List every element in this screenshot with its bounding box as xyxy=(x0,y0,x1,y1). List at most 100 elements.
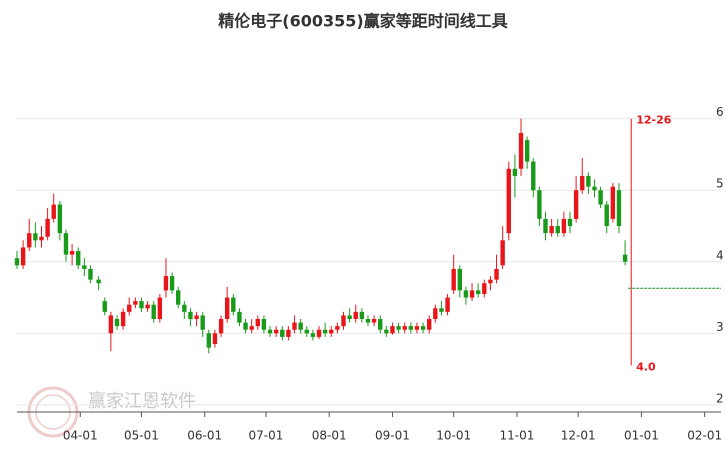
candle-body xyxy=(212,333,218,345)
candle-body xyxy=(133,301,138,305)
candle-body xyxy=(543,218,548,234)
candle-body xyxy=(537,190,542,219)
candle-body xyxy=(224,297,230,319)
candle-body xyxy=(549,226,554,234)
candle-body xyxy=(310,333,316,337)
y-tick-label: 4 xyxy=(716,248,724,262)
candle-body xyxy=(341,315,346,327)
candle-body xyxy=(482,283,487,294)
x-tick-label: 09-01 xyxy=(375,429,410,443)
candle-body xyxy=(439,308,444,312)
candle-body xyxy=(176,290,181,305)
x-tick-label: 10-01 xyxy=(436,429,471,443)
time-line-label: 4.0 xyxy=(636,361,656,374)
x-tick-label: 01-01 xyxy=(624,429,659,443)
candle-body xyxy=(463,290,469,298)
candle-body xyxy=(255,319,260,327)
candle-body xyxy=(157,297,163,319)
candle-body xyxy=(586,175,591,187)
watermark: 赢家江恩软件 xyxy=(88,390,196,412)
candle-body xyxy=(494,268,499,280)
candle-body xyxy=(371,319,377,323)
candle-body xyxy=(14,258,20,266)
candle-body xyxy=(304,329,309,334)
candle-body xyxy=(457,268,463,291)
candle-body xyxy=(200,315,205,330)
candle-body xyxy=(63,233,69,255)
candle-body xyxy=(592,186,597,191)
x-tick-label: 08-01 xyxy=(312,429,347,443)
candle-body xyxy=(555,226,560,234)
x-tick-label: 12-01 xyxy=(561,429,596,443)
y-tick-label: 6 xyxy=(716,105,724,119)
candle-body xyxy=(280,329,285,337)
candle-body xyxy=(500,240,505,266)
candle-body xyxy=(518,133,524,169)
candle-body xyxy=(451,268,456,291)
candle-body xyxy=(292,322,297,330)
candle-body xyxy=(610,186,616,219)
candle-body xyxy=(390,326,395,334)
candle-body xyxy=(20,247,26,266)
candle-body xyxy=(151,304,156,319)
candle-body xyxy=(69,251,75,255)
candle-body xyxy=(96,279,101,284)
candle-body xyxy=(322,329,328,334)
candle-body xyxy=(163,276,169,291)
candle-body xyxy=(384,329,389,334)
candle-body xyxy=(206,333,212,348)
candle-body xyxy=(402,326,407,330)
candle-body xyxy=(469,290,475,298)
candle-body xyxy=(622,254,628,262)
candle-body xyxy=(335,326,340,330)
x-tick-label: 07-01 xyxy=(249,429,284,443)
candle-body xyxy=(33,233,38,241)
candle-body xyxy=(102,301,107,312)
candle-body xyxy=(365,319,371,323)
x-tick-label: 02-01 xyxy=(687,429,722,443)
candle-body xyxy=(396,326,401,330)
candle-body xyxy=(433,308,438,319)
candle-body xyxy=(475,290,481,294)
candle-body xyxy=(57,204,63,234)
candle-body xyxy=(353,311,358,319)
y-tick-label: 2 xyxy=(716,391,724,405)
candle-body xyxy=(573,190,579,219)
candle-body xyxy=(218,319,224,334)
candle-body xyxy=(194,315,199,319)
candle-body xyxy=(249,326,254,330)
candle-body xyxy=(567,218,573,226)
candle-body xyxy=(524,140,530,162)
candle-body xyxy=(120,311,126,327)
candle-body xyxy=(243,322,248,330)
candle-body xyxy=(598,190,603,205)
candle-body xyxy=(286,329,291,337)
candle-body xyxy=(616,190,622,226)
candle-body xyxy=(182,304,187,312)
candle-body xyxy=(512,168,518,176)
candle-body xyxy=(347,315,352,319)
candle-body xyxy=(604,204,609,226)
candle-body xyxy=(114,319,120,327)
candle-body xyxy=(420,326,426,330)
candle-body xyxy=(506,168,511,234)
y-tick-label: 3 xyxy=(716,320,724,334)
candle-body xyxy=(267,329,273,334)
x-tick-label: 04-01 xyxy=(63,429,98,443)
candle-body xyxy=(561,218,567,234)
candle-body xyxy=(45,218,50,237)
candle-body xyxy=(127,304,132,312)
candle-body xyxy=(531,161,536,191)
candle-body xyxy=(76,251,81,266)
candle-body xyxy=(408,326,414,330)
candle-body xyxy=(580,175,585,191)
candles xyxy=(14,118,628,354)
candle-body xyxy=(231,297,236,312)
candle-body xyxy=(261,319,267,330)
x-tick-label: 06-01 xyxy=(187,429,222,443)
candle-body xyxy=(51,204,56,219)
candle-body xyxy=(82,265,87,269)
time-line-label: 12-26 xyxy=(636,114,672,127)
x-tick-label: 11-01 xyxy=(500,429,535,443)
